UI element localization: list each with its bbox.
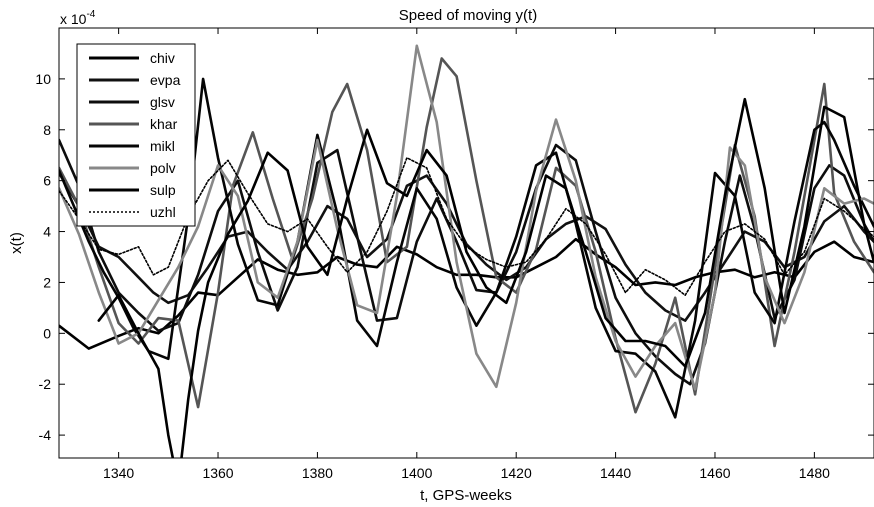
- legend-label-glsv: glsv: [150, 94, 175, 110]
- legend-box: [76, 43, 196, 227]
- legend-label-polv: polv: [150, 160, 176, 176]
- legend-label-chiv: chiv: [150, 50, 175, 66]
- legend-label-uzhl: uzhl: [150, 204, 176, 220]
- series-line-evpa: [59, 171, 874, 322]
- legend-label-evpa: evpa: [150, 72, 181, 88]
- y-tick-label: 10: [35, 71, 51, 87]
- plot-area-frame: [58, 27, 874, 459]
- chart-title: Speed of moving y(t): [399, 7, 537, 24]
- x-axis-label: t, GPS-weeks: [420, 487, 512, 504]
- scale-factor-base: x 10: [60, 11, 87, 27]
- y-axis-label: x(t): [8, 232, 25, 254]
- series-line-chiv: [59, 237, 874, 350]
- scale-factor-label: x 10-4: [60, 9, 96, 27]
- x-tick-label: 1400: [401, 465, 432, 481]
- x-tick-label: 1340: [103, 465, 134, 481]
- y-tick-label: -2: [39, 376, 52, 392]
- y-tick-label: 4: [43, 224, 51, 240]
- x-tick-label: 1360: [202, 465, 233, 481]
- x-tick-label: 1460: [699, 465, 730, 481]
- x-tick-label: 1380: [302, 465, 333, 481]
- legend-label-sulp: sulp: [150, 182, 176, 198]
- y-tick-label: -4: [39, 427, 52, 443]
- x-tick-label: 1420: [501, 465, 532, 481]
- y-axis: -4 -2 0 2 4 6 8 10: [35, 71, 874, 443]
- series-line-glsv: [59, 138, 874, 386]
- svg-text:x 10-4: x 10-4: [60, 9, 96, 27]
- y-tick-label: 8: [43, 122, 51, 138]
- x-tick-label: 1480: [799, 465, 830, 481]
- series-layer: [59, 44, 874, 458]
- scale-factor-exponent: -4: [86, 9, 95, 20]
- series-line-mikl: [59, 77, 874, 419]
- y-tick-label: 6: [43, 173, 51, 189]
- x-axis: 1340 1360 1380 1400 1420 1440 1460 1480: [103, 28, 830, 481]
- legend-label-mikl: mikl: [150, 138, 175, 154]
- y-tick-label: 0: [43, 325, 51, 341]
- series-line-sulp: [97, 97, 874, 458]
- x-tick-label: 1440: [600, 465, 631, 481]
- legend: chiv evpa glsv khar mikl polv sulp uzhl: [76, 43, 196, 227]
- y-tick-label: 2: [43, 274, 51, 290]
- legend-label-khar: khar: [150, 116, 178, 132]
- series-line-polv: [59, 44, 874, 391]
